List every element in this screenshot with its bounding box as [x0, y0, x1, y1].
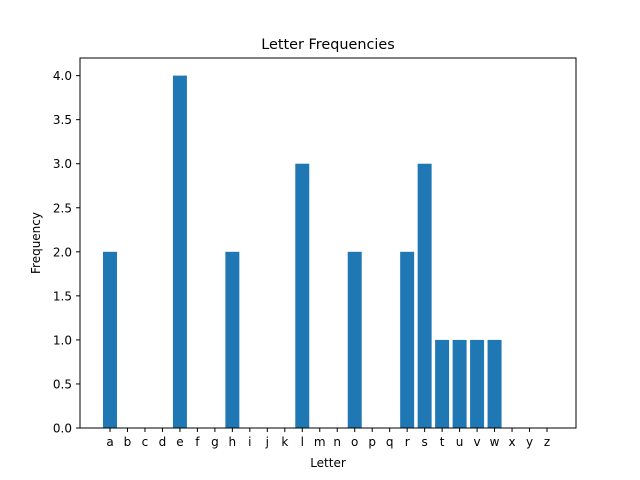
y-tick-label: 1.0 [53, 333, 72, 347]
y-tick-label: 3.5 [53, 113, 72, 127]
x-tick-label: l [301, 435, 304, 449]
x-tick-label: d [159, 435, 167, 449]
bar-o [347, 251, 362, 428]
x-tick-label: i [248, 435, 251, 449]
x-tick-label: k [281, 435, 288, 449]
x-tick-label: x [508, 435, 515, 449]
y-axis-label: Frequency [29, 212, 43, 274]
x-tick-label: u [456, 435, 464, 449]
x-tick-label: v [474, 435, 481, 449]
y-tick-label: 0.5 [53, 377, 72, 391]
x-tick-label: m [314, 435, 326, 449]
x-tick-label: o [351, 435, 358, 449]
plot-frame [79, 57, 577, 429]
x-tick-label: h [229, 435, 237, 449]
y-tick-label: 1.5 [53, 289, 72, 303]
x-tick-label: g [211, 435, 219, 449]
bar-a [103, 251, 117, 428]
bar-s [417, 163, 432, 428]
y-axis: 0.0 0.5 1.0 1.5 2.0 2.5 3.0 3.5 4.0 [53, 69, 80, 436]
bar-u [452, 339, 467, 428]
bar-l [295, 163, 310, 428]
x-tick-label: w [490, 435, 500, 449]
y-tick-label: 3.0 [53, 157, 72, 171]
x-tick-label: p [368, 435, 376, 449]
chart-title: Letter Frequencies [261, 37, 394, 53]
x-tick-label: b [124, 435, 132, 449]
x-tick-label: t [440, 435, 445, 449]
bar-h [225, 251, 240, 428]
y-tick-label: 2.0 [53, 245, 72, 259]
x-tick-label: n [333, 435, 341, 449]
bar-e [172, 75, 187, 429]
x-tick-label: y [526, 435, 533, 449]
y-tick-label: 0.0 [53, 422, 72, 436]
bars-group [103, 75, 502, 429]
x-tick-label: a [106, 435, 113, 449]
y-tick-label: 4.0 [53, 69, 72, 83]
bar-w [487, 339, 502, 428]
x-tick-label: e [176, 435, 183, 449]
x-tick-label: z [544, 435, 550, 449]
x-tick-label: s [422, 435, 428, 449]
bar-r [400, 251, 415, 428]
y-tick-label: 2.5 [53, 201, 72, 215]
x-tick-label: f [195, 435, 200, 449]
bar-v [470, 339, 485, 428]
bar-t [435, 339, 450, 428]
x-tick-label: j [265, 435, 269, 449]
x-axis-label: Letter [310, 456, 346, 470]
x-tick-label: r [405, 435, 410, 449]
x-tick-label: c [142, 435, 149, 449]
x-tick-label: q [386, 435, 394, 449]
